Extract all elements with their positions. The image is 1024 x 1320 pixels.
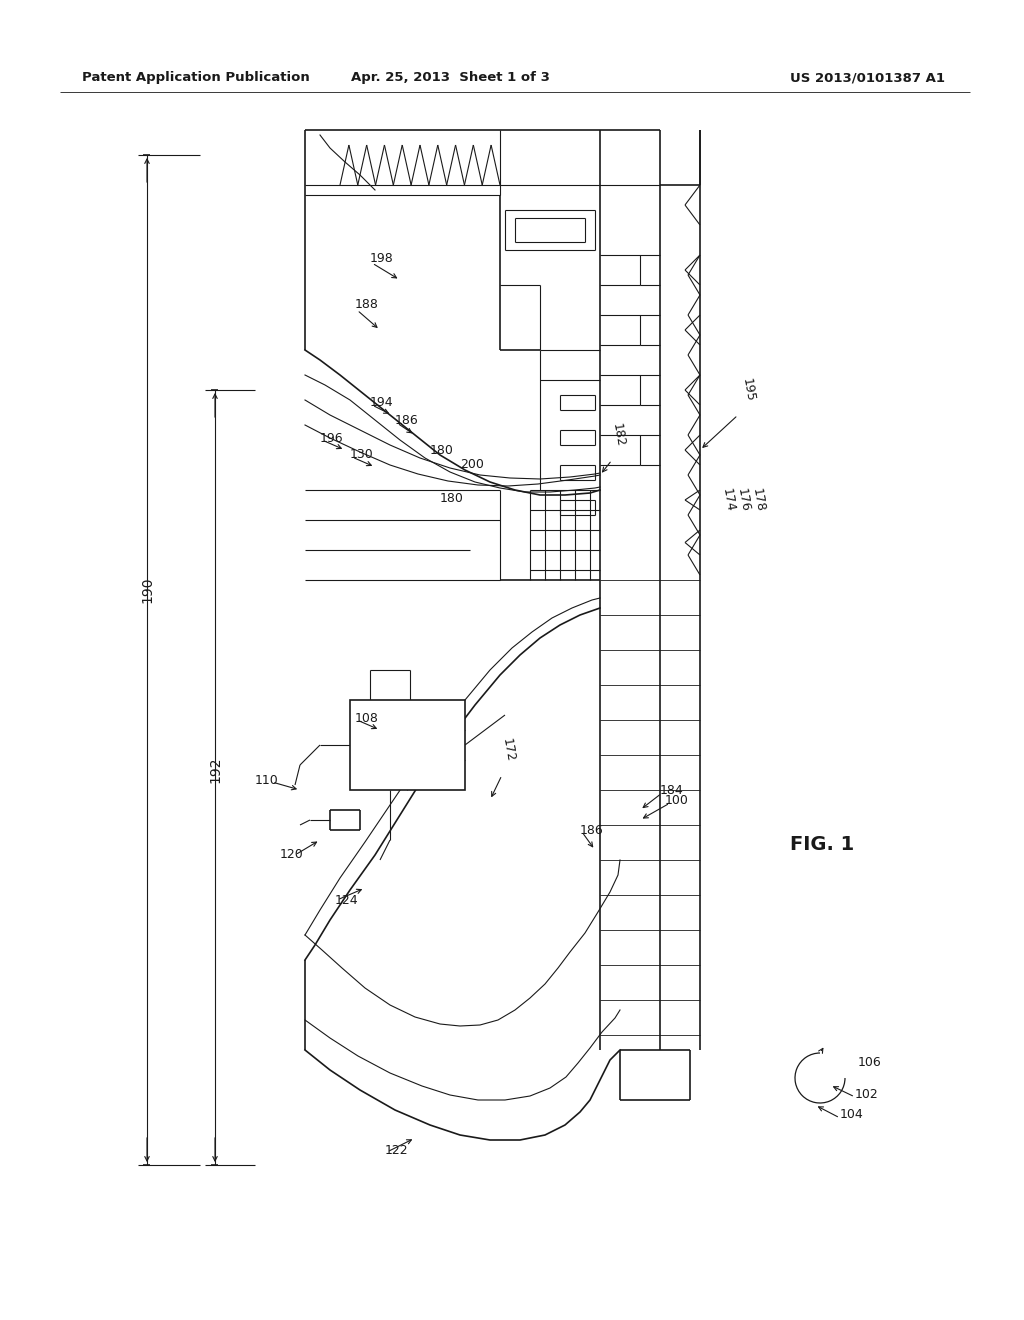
Text: 190: 190 <box>140 577 154 603</box>
Text: 108: 108 <box>355 711 379 725</box>
Text: 182: 182 <box>610 422 627 447</box>
Text: 102: 102 <box>855 1089 879 1101</box>
Text: 110: 110 <box>255 774 279 787</box>
Text: 195: 195 <box>740 378 757 403</box>
Text: 124: 124 <box>335 894 358 907</box>
Text: 186: 186 <box>580 824 604 837</box>
Text: 200: 200 <box>460 458 484 471</box>
Text: 192: 192 <box>208 756 222 783</box>
Text: 120: 120 <box>280 849 304 862</box>
Text: 180: 180 <box>440 491 464 504</box>
Text: 180: 180 <box>430 444 454 457</box>
Text: Apr. 25, 2013  Sheet 1 of 3: Apr. 25, 2013 Sheet 1 of 3 <box>350 71 550 84</box>
Text: 178: 178 <box>750 487 767 513</box>
Text: 104: 104 <box>840 1109 864 1122</box>
Bar <box>350 700 465 789</box>
Text: 188: 188 <box>355 298 379 312</box>
Text: 198: 198 <box>370 252 394 264</box>
Text: 106: 106 <box>858 1056 882 1068</box>
Text: 130: 130 <box>350 449 374 462</box>
Text: 186: 186 <box>395 413 419 426</box>
Text: 184: 184 <box>660 784 684 796</box>
Text: 122: 122 <box>385 1143 409 1156</box>
Text: 174: 174 <box>720 487 737 513</box>
Text: 196: 196 <box>319 432 344 445</box>
Text: 176: 176 <box>735 487 752 513</box>
Text: 172: 172 <box>500 737 517 763</box>
Text: 100: 100 <box>665 793 689 807</box>
Text: US 2013/0101387 A1: US 2013/0101387 A1 <box>790 71 945 84</box>
Text: Patent Application Publication: Patent Application Publication <box>82 71 309 84</box>
Text: FIG. 1: FIG. 1 <box>790 836 854 854</box>
Text: 194: 194 <box>370 396 393 408</box>
